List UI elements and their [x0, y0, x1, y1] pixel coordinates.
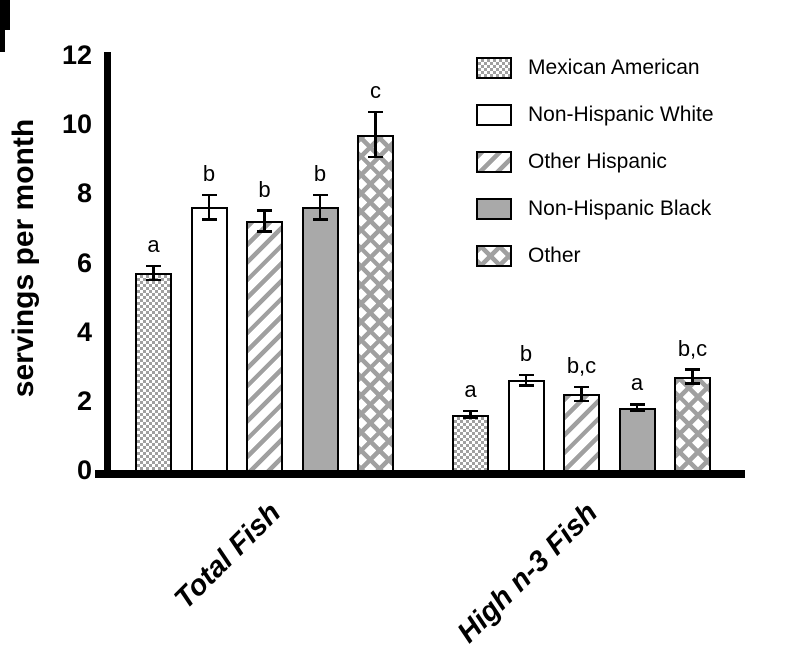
error-bar-cap	[257, 209, 272, 212]
error-bar-cap	[518, 373, 534, 377]
error-bar-cap	[463, 409, 478, 413]
error-bar-cap	[201, 218, 217, 221]
y-tick-label: 10	[61, 109, 92, 140]
error-bar-line	[635, 404, 639, 412]
x-tick	[0, 30, 5, 41]
error-bar-cap	[368, 110, 383, 114]
significance-label: b	[202, 161, 216, 187]
error-bar-cap	[201, 193, 217, 197]
legend: Mexican American Non-Hispanic White Other …	[476, 44, 714, 279]
y-tick	[0, 0, 10, 5]
category-label-high-n-3-fish: High n-3 Fish	[451, 496, 604, 650]
error-bar-line	[580, 387, 583, 401]
error-bar-line	[374, 112, 377, 158]
y-tick	[0, 15, 10, 20]
error-bar-cap	[518, 384, 534, 387]
legend-swatch-crosshatch	[476, 244, 512, 267]
bar-other-total-fish	[357, 134, 394, 470]
y-tick	[0, 10, 10, 15]
legend-item-other-hispanic: Other Hispanic	[476, 138, 714, 185]
x-axis-line	[95, 470, 745, 478]
legend-item-non-hispanic-white: Non-Hispanic White	[476, 91, 714, 138]
significance-label: b,c	[677, 335, 708, 361]
y-tick-label: 2	[76, 385, 92, 416]
y-tick	[0, 20, 10, 25]
error-bar-cap	[574, 399, 589, 403]
error-bar-line	[524, 374, 528, 386]
significance-label: b,c	[566, 353, 597, 378]
y-tick-label: 6	[76, 247, 92, 278]
legend-label: Non-Hispanic White	[528, 102, 714, 126]
error-bar-cap	[312, 218, 328, 221]
error-bar-cap	[463, 416, 478, 420]
y-tick	[0, 5, 10, 10]
plot-area: a a b b b b,c b a c b,c 0 2 4 6 8 10 12 Total Fish High n-…	[0, 0, 787, 649]
error-bar-line	[152, 265, 155, 280]
error-bar-line	[469, 411, 472, 419]
y-tick-label: 12	[61, 40, 92, 71]
error-bar-cap	[312, 193, 328, 197]
y-tick	[0, 25, 10, 30]
error-bar-cap	[368, 155, 383, 159]
error-bar-cap	[685, 382, 700, 385]
legend-label: Other Hispanic	[528, 149, 667, 173]
y-tick-label: 8	[76, 178, 92, 209]
legend-swatch-diagonal-stripes	[476, 150, 512, 173]
error-bar-cap	[629, 403, 645, 406]
significance-label: a	[630, 370, 644, 396]
error-bar-cap	[685, 368, 700, 371]
error-bar-line	[318, 195, 322, 220]
significance-label: a	[147, 231, 160, 257]
legend-swatch-solid-gray	[476, 197, 512, 220]
category-label-total-fish: Total Fish	[168, 496, 287, 616]
error-bar-cap	[146, 278, 161, 282]
error-bar-cap	[257, 230, 272, 233]
bar-non-hispanic-black-total-fish	[301, 207, 339, 470]
significance-label: b	[258, 176, 271, 202]
significance-label: b	[519, 340, 533, 366]
legend-swatch-checker	[476, 56, 512, 79]
error-bar-line	[263, 210, 266, 232]
error-bar-line	[207, 195, 211, 220]
bar-mexican-american-total-fish	[135, 272, 172, 470]
legend-label: Other	[528, 243, 581, 267]
y-tick-label: 4	[76, 316, 92, 347]
legend-item-other: Other	[476, 232, 714, 279]
legend-item-mexican-american: Mexican American	[476, 44, 714, 91]
error-bar-line	[691, 369, 694, 384]
significance-label: b	[313, 161, 327, 187]
error-bar-cap	[629, 409, 645, 413]
significance-label: a	[464, 377, 477, 403]
bar-non-hispanic-white-total-fish	[190, 207, 228, 470]
bar-non-hispanic-black-high-n-3-fish	[618, 407, 656, 470]
y-axis-line	[104, 52, 111, 478]
bar-other-high-n-3-fish	[674, 376, 711, 470]
error-bar-cap	[146, 264, 161, 268]
bar-other-hispanic-high-n-3-fish	[563, 393, 600, 470]
legend-label: Non-Hispanic Black	[528, 196, 712, 220]
y-tick-label: 0	[76, 455, 92, 485]
legend-swatch-white	[476, 103, 512, 126]
error-bar-cap	[574, 385, 589, 389]
legend-item-non-hispanic-black: Non-Hispanic Black	[476, 185, 714, 232]
legend-label: Mexican American	[528, 55, 700, 79]
bar-other-hispanic-total-fish	[246, 221, 283, 470]
bar-mexican-american-high-n-3-fish	[452, 414, 489, 470]
significance-label: c	[370, 78, 381, 104]
x-tick	[0, 41, 5, 52]
bar-non-hispanic-white-high-n-3-fish	[507, 380, 545, 470]
